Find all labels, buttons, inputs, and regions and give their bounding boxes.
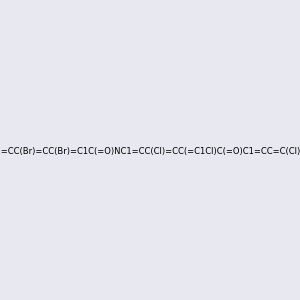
Text: OC1=CC(Br)=CC(Br)=C1C(=O)NC1=CC(Cl)=CC(=C1Cl)C(=O)C1=CC=C(Cl)C=C1: OC1=CC(Br)=CC(Br)=C1C(=O)NC1=CC(Cl)=CC(=… xyxy=(0,147,300,156)
